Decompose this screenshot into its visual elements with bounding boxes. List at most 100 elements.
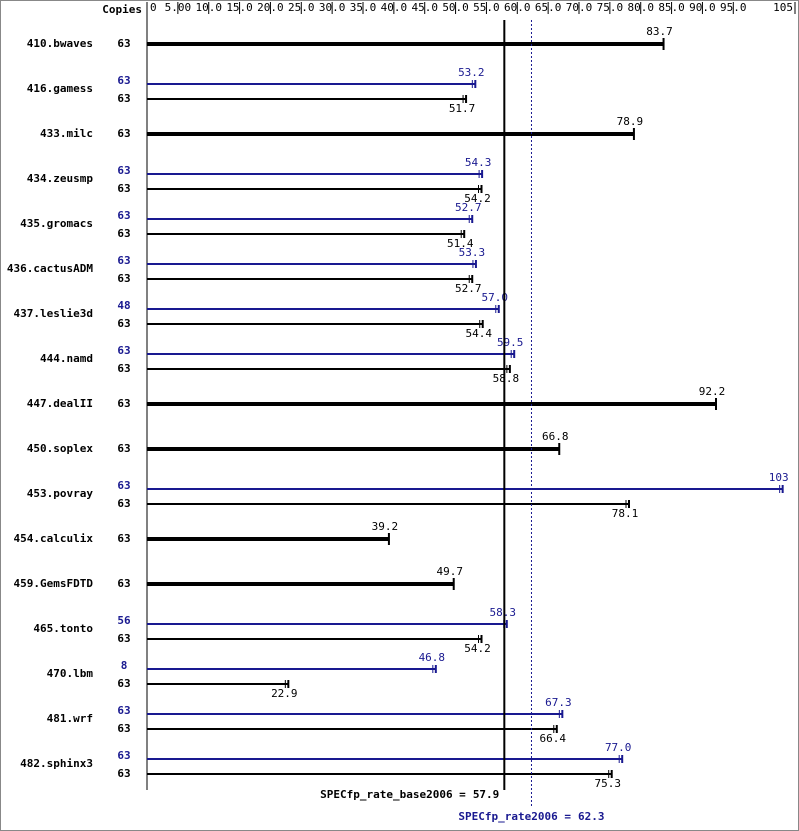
- copies-label: 63: [117, 74, 130, 87]
- value-label: 54.4: [465, 327, 492, 340]
- bar-group: [147, 80, 477, 88]
- benchmark-label: 447.dealII: [27, 397, 93, 410]
- copies-label: 63: [117, 632, 130, 645]
- value-label: 53.2: [458, 66, 485, 79]
- bar-group: [147, 533, 390, 545]
- value-label: 83.7: [646, 25, 673, 38]
- copies-label: 63: [117, 209, 130, 222]
- summary-base-value: 57.9: [473, 788, 500, 801]
- bar-group: [147, 485, 784, 493]
- bar-group: [147, 170, 484, 178]
- benchmark-label: 470.lbm: [47, 667, 94, 680]
- bar-group: [147, 320, 484, 328]
- value-label: 67.3: [545, 696, 572, 709]
- bar-group: [147, 680, 290, 688]
- value-label: 52.7: [455, 282, 482, 295]
- bar-group: [147, 398, 718, 410]
- bar-group: [147, 500, 630, 508]
- copies-label: 63: [117, 317, 130, 330]
- value-label: 78.9: [617, 115, 644, 128]
- copies-label: 63: [117, 254, 130, 267]
- benchmark-label: 416.gamess: [27, 82, 93, 95]
- bar-group: [147, 725, 558, 733]
- copies-label: 63: [117, 182, 130, 195]
- bar-group: [147, 305, 500, 313]
- bar-group: [147, 710, 564, 718]
- x-tick-label: 5.00: [165, 1, 192, 14]
- copies-label: 63: [117, 92, 130, 105]
- x-tick-label: 25.0: [288, 1, 315, 14]
- x-tick-label: 60.0: [504, 1, 531, 14]
- value-label: 66.4: [540, 732, 567, 745]
- copies-label: 63: [117, 532, 130, 545]
- bar-group: [147, 365, 511, 373]
- bar-group: [147, 215, 474, 223]
- summary-base: SPECfp_rate_base2006 = 57.9: [320, 788, 499, 801]
- value-label: 78.1: [612, 507, 639, 520]
- summary-peak: SPECfp_rate2006 = 62.3: [458, 810, 604, 823]
- bar-group: [147, 350, 516, 358]
- copies-label: 63: [117, 164, 130, 177]
- value-label: 77.0: [605, 741, 632, 754]
- x-tick-label: 40.0: [381, 1, 408, 14]
- value-label: 46.8: [419, 651, 446, 664]
- x-tick-label: 105: [773, 1, 793, 14]
- copies-label: 63: [117, 722, 130, 735]
- benchmark-label: 453.povray: [27, 487, 94, 500]
- benchmark-label: 481.wrf: [47, 712, 93, 725]
- value-label: 54.2: [464, 192, 491, 205]
- summary-peak-value: 62.3: [578, 810, 605, 823]
- x-tick-label: 30.0: [319, 1, 346, 14]
- benchmark-label: 433.milc: [40, 127, 93, 140]
- benchmark-label: 434.zeusmp: [27, 172, 94, 185]
- bar-group: [147, 128, 635, 140]
- value-label: 103: [769, 471, 789, 484]
- x-tick-label: 20.0: [257, 1, 284, 14]
- copies-label: 63: [117, 577, 130, 590]
- bar-group: [147, 275, 474, 283]
- value-label: 22.9: [271, 687, 298, 700]
- bar-group: [147, 770, 613, 778]
- copies-label: 63: [117, 749, 130, 762]
- copies-label: 48: [117, 299, 130, 312]
- copies-label: 63: [117, 127, 130, 140]
- x-tick-label: 75.0: [597, 1, 624, 14]
- benchmark-label: 482.sphinx3: [20, 757, 93, 770]
- x-tick-label: 80.0: [627, 1, 654, 14]
- x-tick-label: 55.0: [473, 1, 500, 14]
- value-label: 58.8: [493, 372, 520, 385]
- value-label: 54.3: [465, 156, 492, 169]
- bar-group: [147, 578, 455, 590]
- x-tick-label: 70.0: [566, 1, 593, 14]
- value-label: 57.0: [482, 291, 509, 304]
- copies-label: 63: [117, 677, 130, 690]
- bar-group: [147, 38, 665, 50]
- copies-label: 63: [117, 37, 130, 50]
- summary-peak-label: SPECfp_rate2006 =: [458, 810, 571, 823]
- value-label: 66.8: [542, 430, 569, 443]
- copies-label: 63: [117, 362, 130, 375]
- benchmark-label: 450.soplex: [27, 442, 94, 455]
- bar-group: [147, 260, 477, 268]
- x-tick-label: 10.0: [195, 1, 222, 14]
- value-label: 49.7: [436, 565, 463, 578]
- benchmark-label: 410.bwaves: [27, 37, 93, 50]
- benchmark-label: 459.GemsFDTD: [14, 577, 94, 590]
- benchmark-label: 444.namd: [40, 352, 93, 365]
- x-tick-label: 50.0: [442, 1, 469, 14]
- value-label: 59.5: [497, 336, 524, 349]
- benchmark-label: 454.calculix: [14, 532, 94, 545]
- value-label: 54.2: [464, 642, 491, 655]
- x-tick-label: 95.0: [720, 1, 747, 14]
- copies-label: 63: [117, 497, 130, 510]
- benchmark-label: 435.gromacs: [20, 217, 93, 230]
- bar-group: [147, 443, 561, 455]
- copies-label: 63: [117, 704, 130, 717]
- copies-label: 63: [117, 397, 130, 410]
- value-label: 92.2: [699, 385, 726, 398]
- value-label: 53.3: [459, 246, 486, 259]
- copies-label: 63: [117, 442, 130, 455]
- copies-label: 56: [117, 614, 131, 627]
- value-label: 75.3: [594, 777, 621, 790]
- copies-label: 63: [117, 767, 130, 780]
